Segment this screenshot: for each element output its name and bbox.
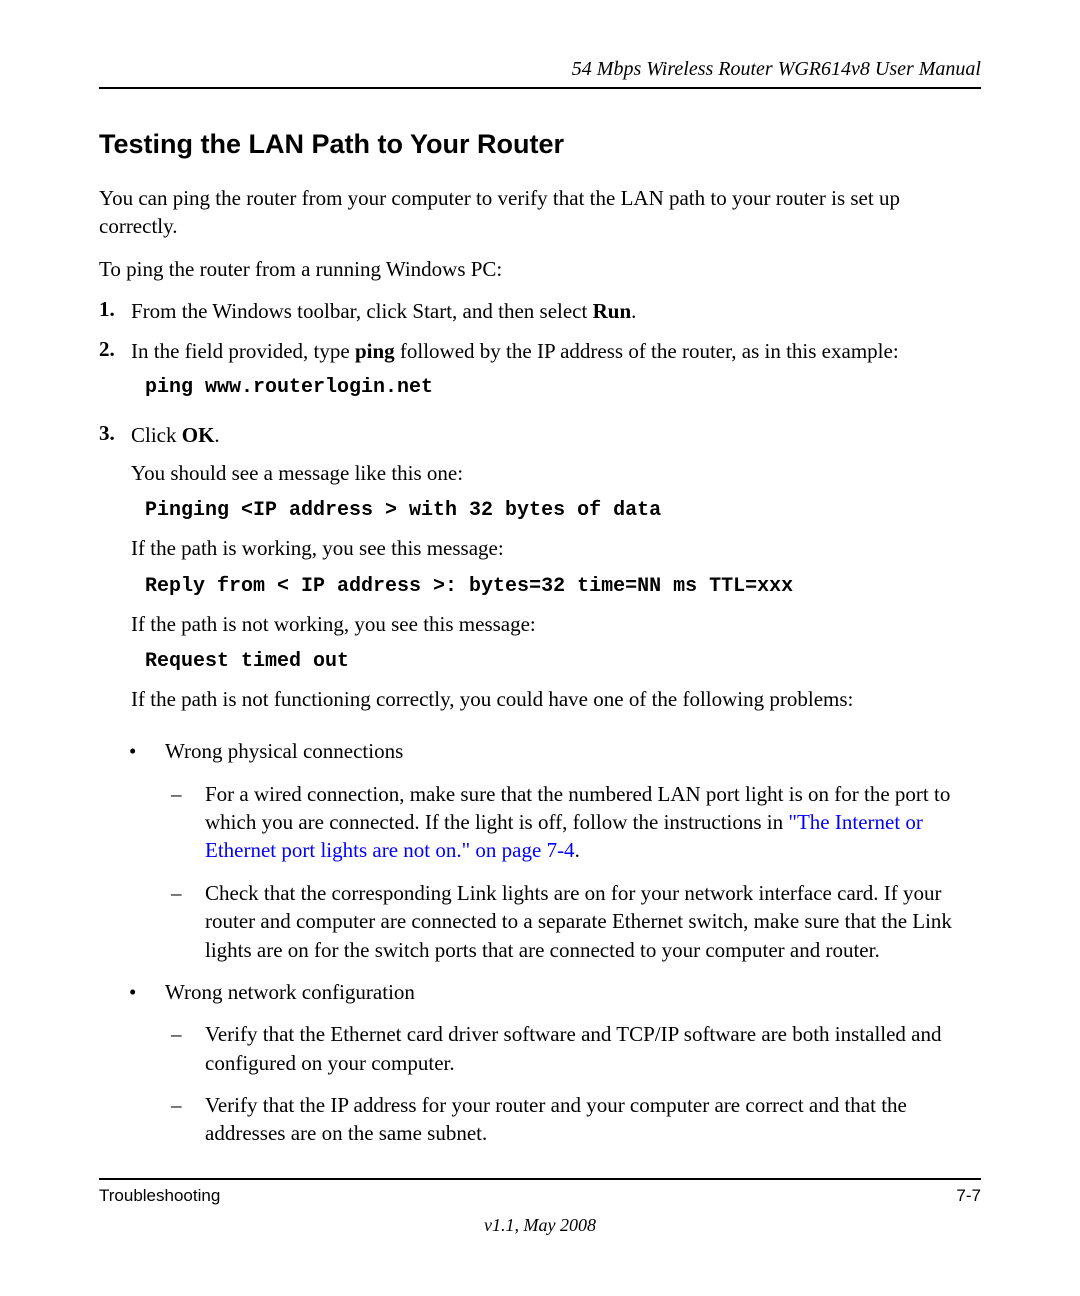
path-working-intro: If the path is working, you see this mes…	[131, 534, 981, 562]
header-rule	[99, 87, 981, 89]
step-number: 3.	[99, 421, 131, 724]
step-bold: OK	[182, 423, 215, 447]
problems-intro: If the path is not functioning correctly…	[131, 685, 981, 713]
step-text-prefix: From the Windows toolbar, click Start, a…	[131, 299, 593, 323]
header-manual-title: 54 Mbps Wireless Router WGR614v8 User Ma…	[99, 58, 981, 81]
step-text-suffix: .	[214, 423, 219, 447]
step-number: 2.	[99, 337, 131, 408]
footer-row: Troubleshooting 7-7	[99, 1186, 981, 1206]
code-ping-example: ping www.routerlogin.net	[131, 374, 981, 401]
step-body: Click OK. You should see a message like …	[131, 421, 981, 724]
step-text-prefix: Click	[131, 423, 182, 447]
step-bold: ping	[355, 339, 395, 363]
dash-link-lights: Check that the corresponding Link lights…	[165, 879, 981, 964]
dash-list-physical: For a wired connection, make sure that t…	[165, 780, 981, 964]
intro-paragraph: You can ping the router from your comput…	[99, 184, 981, 241]
prompt-text: To ping the router from a running Window…	[99, 255, 981, 283]
step-text-prefix: In the field provided, type	[131, 339, 355, 363]
step-text-suffix: .	[631, 299, 636, 323]
section-heading: Testing the LAN Path to Your Router	[99, 129, 981, 160]
code-pinging: Pinging <IP address > with 32 bytes of d…	[131, 497, 981, 524]
dash-ethernet-driver: Verify that the Ethernet card driver sof…	[165, 1020, 981, 1077]
bullet-label: Wrong physical connections	[165, 739, 403, 763]
expected-message-intro: You should see a message like this one:	[131, 459, 981, 487]
bullet-wrong-physical: Wrong physical connections For a wired c…	[123, 737, 981, 963]
document-page: 54 Mbps Wireless Router WGR614v8 User Ma…	[99, 58, 981, 1148]
bullet-label: Wrong network configuration	[165, 980, 415, 1004]
footer-page-number: 7-7	[956, 1186, 981, 1206]
bullet-wrong-network: Wrong network configuration Verify that …	[123, 978, 981, 1148]
step-3: 3. Click OK. You should see a message li…	[99, 421, 981, 724]
code-timeout: Request timed out	[131, 648, 981, 675]
footer-version: v1.1, May 2008	[99, 1215, 981, 1236]
footer: Troubleshooting 7-7	[99, 1178, 981, 1206]
code-reply: Reply from < IP address >: bytes=32 time…	[131, 573, 981, 600]
step-number: 1.	[99, 297, 131, 325]
dash-list-network: Verify that the Ethernet card driver sof…	[165, 1020, 981, 1147]
step-body: From the Windows toolbar, click Start, a…	[131, 297, 981, 325]
dash-text-suffix: .	[575, 838, 580, 862]
problems-bullet-list: Wrong physical connections For a wired c…	[99, 737, 981, 1147]
dash-wired-connection: For a wired connection, make sure that t…	[165, 780, 981, 865]
footer-rule	[99, 1178, 981, 1180]
step-2: 2. In the field provided, type ping foll…	[99, 337, 981, 408]
step-bold: Run	[593, 299, 632, 323]
dash-ip-address: Verify that the IP address for your rout…	[165, 1091, 981, 1148]
step-body: In the field provided, type ping followe…	[131, 337, 981, 408]
path-not-working-intro: If the path is not working, you see this…	[131, 610, 981, 638]
numbered-steps: 1. From the Windows toolbar, click Start…	[99, 297, 981, 723]
step-text-suffix: followed by the IP address of the router…	[395, 339, 899, 363]
step-1: 1. From the Windows toolbar, click Start…	[99, 297, 981, 325]
footer-section-name: Troubleshooting	[99, 1186, 220, 1206]
